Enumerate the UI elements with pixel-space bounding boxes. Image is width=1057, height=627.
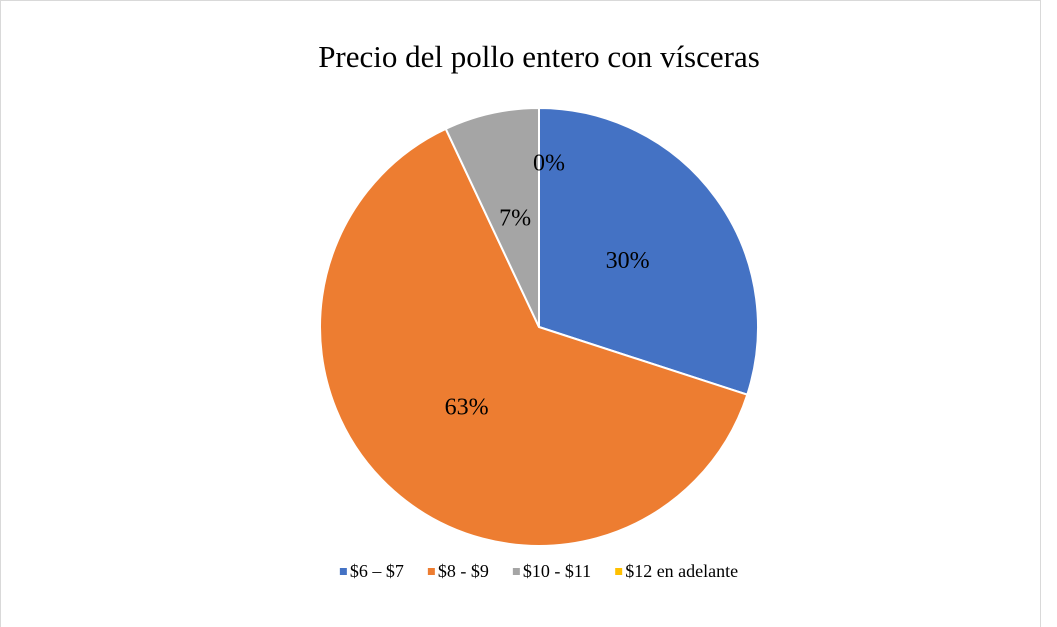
- legend-label: $6 – $7: [350, 561, 404, 581]
- data-label: 7%: [499, 206, 531, 232]
- legend-label: $12 en adelante: [625, 561, 738, 581]
- data-label: 30%: [606, 248, 650, 274]
- chart-title: Precio del pollo entero con vísceras: [318, 39, 760, 74]
- pie-slice: [319, 127, 749, 547]
- pie-slice: [538, 106, 759, 396]
- legend-label: $10 - $11: [523, 561, 591, 581]
- legend-swatch: [339, 568, 347, 575]
- data-label: 0%: [533, 150, 565, 176]
- legend-swatch: [615, 568, 623, 575]
- legend-label: $8 - $9: [438, 561, 489, 581]
- data-label: 63%: [445, 395, 489, 421]
- legend-swatch: [427, 568, 435, 575]
- legend-swatch: [512, 568, 520, 575]
